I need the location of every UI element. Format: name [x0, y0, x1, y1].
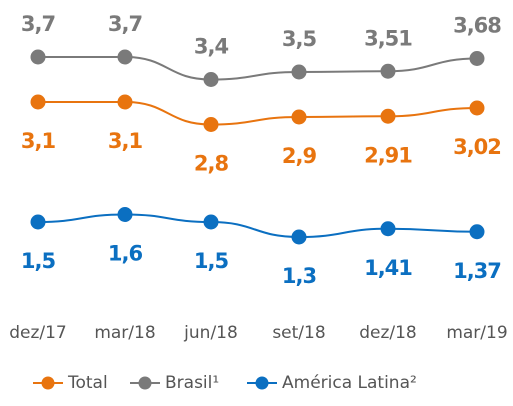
point: [380, 108, 396, 124]
point: [117, 207, 133, 222]
value-label: 2,91: [364, 143, 412, 167]
value-label: 1,5: [21, 249, 56, 273]
point: [291, 64, 307, 80]
value-label: 2,9: [282, 144, 317, 168]
value-label: 3,68: [453, 14, 501, 38]
legend-marker: [41, 376, 55, 390]
point: [117, 49, 133, 65]
series-line: [37, 213, 478, 239]
point: [30, 214, 46, 230]
value-label: 3,1: [108, 129, 143, 153]
value-label: 3,5: [282, 27, 317, 51]
point: [30, 94, 46, 110]
x-tick-label: jun/18: [183, 323, 238, 343]
legend-marker: [255, 376, 269, 390]
x-tick-label: dez/17: [9, 323, 67, 343]
value-label: 3,7: [21, 12, 55, 36]
point: [469, 100, 485, 116]
value-label: 1,6: [108, 242, 143, 266]
legend-label: Brasil¹: [165, 373, 219, 393]
value-label: 3,51: [364, 26, 412, 50]
point: [469, 51, 485, 66]
series-line: [38, 100, 478, 126]
legend-marker: [138, 376, 152, 390]
point: [203, 117, 219, 132]
point: [291, 229, 307, 245]
x-tick-label: mar/19: [446, 323, 507, 343]
value-label: 3,7: [108, 12, 142, 36]
point: [291, 109, 307, 125]
series-line: [38, 55, 478, 81]
value-label: 3,1: [21, 129, 56, 153]
point: [380, 63, 396, 79]
point: [469, 224, 485, 240]
value-label: 1,5: [194, 249, 229, 273]
value-label: 2,8: [194, 152, 229, 176]
point: [117, 94, 133, 110]
point: [203, 214, 219, 230]
x-tick-label: dez/18: [359, 323, 417, 343]
point: [30, 49, 46, 65]
legend-label: Total: [67, 373, 108, 393]
legend-label: América Latina²: [282, 373, 417, 393]
value-label: 1,3: [282, 264, 316, 288]
value-label: 1,41: [364, 256, 412, 280]
value-label: 1,37: [453, 259, 501, 283]
point: [203, 72, 219, 87]
x-tick-label: mar/18: [94, 323, 155, 343]
value-label: 3,02: [453, 135, 501, 159]
point: [380, 221, 396, 237]
value-label: 3,4: [194, 35, 229, 59]
x-tick-label: set/18: [272, 323, 325, 343]
